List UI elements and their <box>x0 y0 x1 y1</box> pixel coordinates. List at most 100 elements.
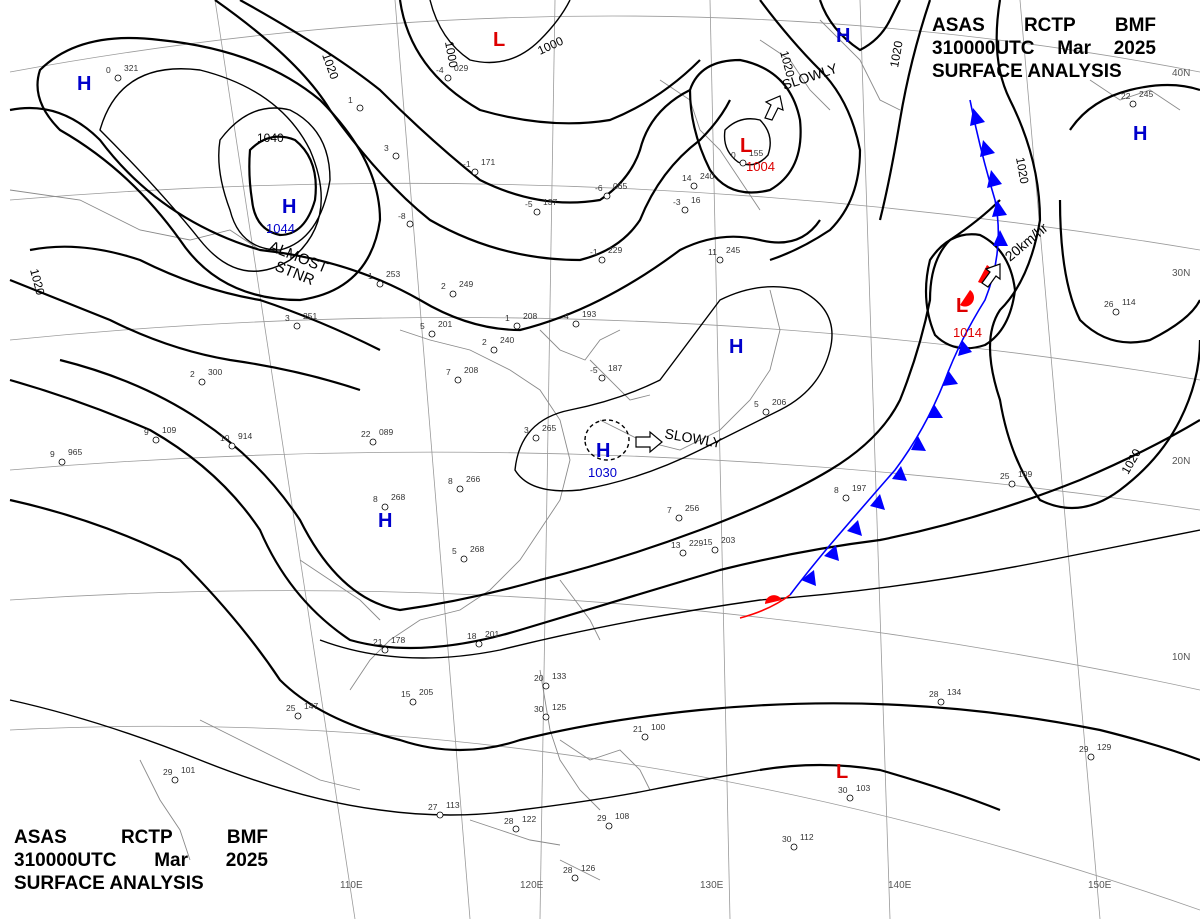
station-temperature: 25 <box>286 703 296 713</box>
station-pressure: 114 <box>1122 297 1136 307</box>
station-pressure: 065 <box>613 181 627 191</box>
station-pressure: 914 <box>238 431 252 441</box>
station-pressure: 266 <box>466 474 480 484</box>
station-temperature: 2 <box>190 369 195 379</box>
station-pressure: 16 <box>691 195 701 205</box>
chart-header-top: ASAS RCTP BMF 310000UTC Mar 2025 SURFACE… <box>932 14 1156 83</box>
station-temperature: 11 <box>708 247 717 257</box>
station-pressure: 171 <box>481 157 495 167</box>
station-temperature: 9 <box>50 449 55 459</box>
station-temperature: 3 <box>524 425 529 435</box>
station-pressure: 109 <box>1018 469 1032 479</box>
high-center: H <box>282 196 296 218</box>
station-pressure: 201 <box>485 629 499 639</box>
station-temperature: 21 <box>373 637 383 647</box>
lon-label: 120E <box>520 880 544 891</box>
station-pressure: 122 <box>522 814 536 824</box>
isobar-label: 1020 <box>27 267 48 297</box>
header-month: Mar <box>154 850 188 871</box>
lat-label: 40N <box>1172 68 1190 79</box>
station-temperature: 8 <box>834 485 839 495</box>
station-temperature: -5 <box>525 199 533 209</box>
high-pressure-value: 1044 <box>266 221 295 236</box>
header-line-3: SURFACE ANALYSIS <box>932 61 1122 82</box>
header-line-1: ASAS RCTP BMF <box>932 14 1156 37</box>
station-temperature: 28 <box>929 689 939 699</box>
isobars <box>9 0 1200 816</box>
high-center: H <box>836 25 850 47</box>
station-temperature: 5 <box>754 399 759 409</box>
isobar-label: 1040 <box>257 131 284 145</box>
low-center: L <box>493 29 505 51</box>
coastlines <box>9 19 1181 881</box>
station-temperature: 3 <box>384 143 389 153</box>
station-pressure: 240 <box>500 335 514 345</box>
station-pressure: 147 <box>304 701 318 711</box>
low-center: L <box>836 761 848 783</box>
station-temperature: 5 <box>420 321 425 331</box>
station-temperature: 13 <box>671 540 681 550</box>
station-pressure: 193 <box>582 309 596 319</box>
lon-label: 110E <box>340 880 363 891</box>
header-time: 310000UTC <box>14 850 117 871</box>
station-pressure: 251 <box>303 311 317 321</box>
station-temperature: 29 <box>163 767 173 777</box>
header-station-code: RCTP <box>1023 15 1076 36</box>
high-center: H <box>729 336 743 358</box>
station-temperature: 18 <box>467 631 477 641</box>
station-pressure: 253 <box>386 269 400 279</box>
header-year: 2025 <box>1113 38 1156 59</box>
station-temperature: -1 <box>590 247 598 257</box>
station-pressure: 197 <box>852 483 866 493</box>
station-pressure: 155 <box>749 148 763 158</box>
station-temperature: 20 <box>534 673 544 683</box>
station-pressure: 245 <box>1139 89 1153 99</box>
header-time: 310000UTC <box>932 38 1035 59</box>
station-pressure: 265 <box>542 423 556 433</box>
station-pressure: 249 <box>459 279 473 289</box>
station-temperature: 1 <box>505 313 510 323</box>
low-pressure-value: 1014 <box>953 325 982 340</box>
station-temperature: 15 <box>703 537 713 547</box>
station-temperature: -8 <box>398 211 406 221</box>
station-temperature: 26 <box>1104 299 1114 309</box>
low-center: L <box>956 295 968 317</box>
station-pressure: 134 <box>947 687 961 697</box>
station-pressure: 113 <box>446 800 460 810</box>
high-center: H <box>1133 123 1147 145</box>
station-pressure: 256 <box>685 503 699 513</box>
station-pressure: 187 <box>608 363 622 373</box>
isobar-label: 1020 <box>777 49 798 79</box>
high-center: H <box>77 73 91 95</box>
station-pressure: 125 <box>552 702 566 712</box>
header-product-code: ASAS <box>14 827 67 848</box>
isobar-label: 1020 <box>887 39 905 68</box>
high-center: H <box>378 510 392 532</box>
station-temperature: 30 <box>782 834 792 844</box>
station-pressure: 300 <box>208 367 222 377</box>
station-temperature: 22 <box>1121 91 1131 101</box>
lon-label: 150E <box>1088 880 1112 891</box>
station-temperature: 9 <box>144 427 149 437</box>
station-temperature: 28 <box>563 865 573 875</box>
station-temperature: 22 <box>361 429 371 439</box>
station-pressure: 268 <box>470 544 484 554</box>
header-year: 2025 <box>225 850 268 871</box>
lat-label: 30N <box>1172 268 1190 279</box>
station-temperature: 1 <box>348 95 353 105</box>
station-temperature: 30 <box>534 704 544 714</box>
station-pressure: 240 <box>700 171 714 181</box>
high-center: H <box>596 440 610 462</box>
station-pressure: 133 <box>552 671 566 681</box>
station-pressure: 206 <box>772 397 786 407</box>
station-pressure: 108 <box>615 811 629 821</box>
station-temperature: 10 <box>220 433 230 443</box>
lon-label: 140E <box>888 880 912 891</box>
graticule <box>9 0 1200 919</box>
station-temperature: -1 <box>463 159 471 169</box>
station-pressure: 229 <box>689 538 703 548</box>
lat-label: 10N <box>1172 652 1190 663</box>
station-temperature: 7 <box>667 505 672 515</box>
